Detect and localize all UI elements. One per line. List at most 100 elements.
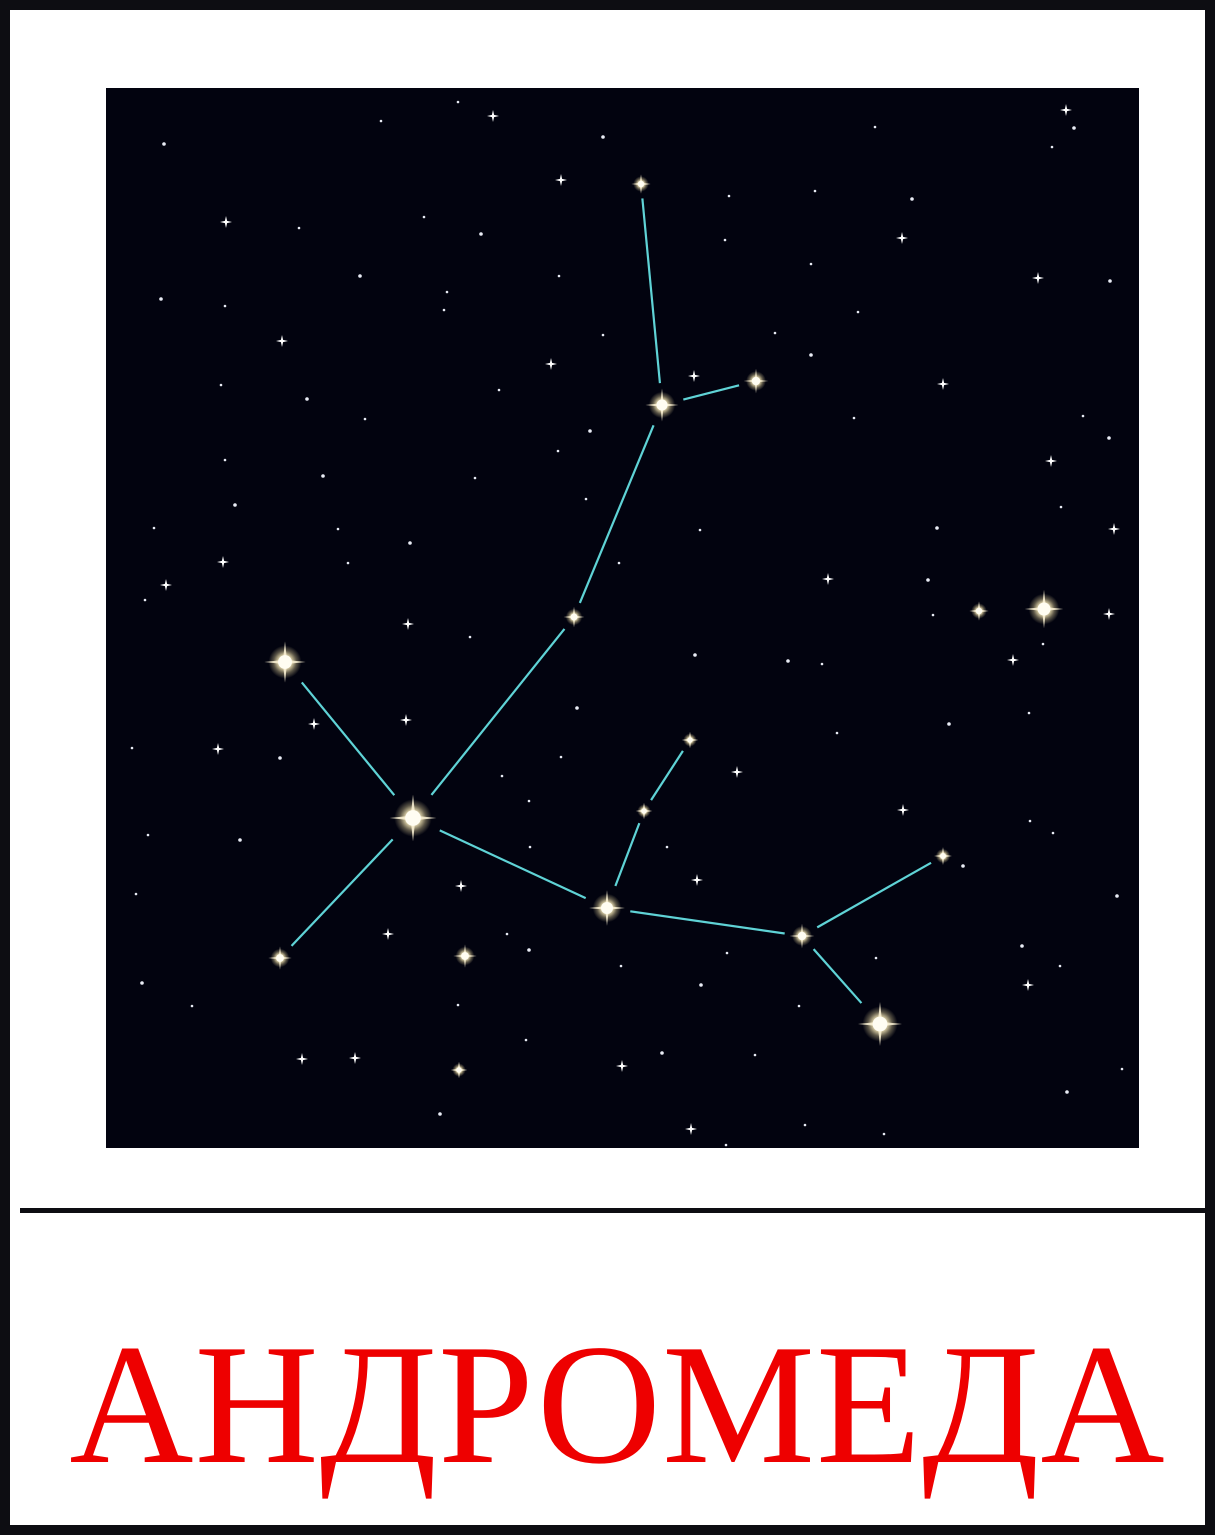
faint-star: [809, 262, 813, 266]
background-stars: [130, 100, 1124, 1147]
bright-star: [858, 1002, 902, 1046]
small-star: [308, 718, 320, 730]
small-star: [402, 618, 414, 630]
bright-star: [589, 890, 625, 926]
faint-star: [584, 497, 588, 501]
faint-star: [693, 653, 697, 657]
faint-star: [619, 964, 623, 968]
night-sky: [106, 88, 1139, 1148]
faint-star: [813, 189, 817, 193]
faint-star: [305, 397, 309, 401]
faint-star: [601, 135, 605, 139]
bright-star: [563, 606, 585, 628]
faint-star: [809, 353, 813, 357]
faint-star: [143, 598, 147, 602]
faint-star: [1107, 436, 1111, 440]
constellation-name: АНДРОМЕДА: [69, 1310, 1166, 1500]
faint-star: [601, 333, 605, 337]
constellation-line: [300, 681, 396, 796]
faint-star: [130, 746, 134, 750]
faint-star: [1065, 1090, 1069, 1094]
faint-star: [445, 290, 449, 294]
faint-star: [379, 119, 383, 123]
faint-star: [852, 416, 856, 420]
faint-star: [723, 238, 727, 242]
small-star: [897, 804, 909, 816]
constellation-map: [130, 100, 1124, 1147]
faint-star: [873, 125, 877, 129]
bright-star: [969, 601, 989, 621]
faint-star: [698, 528, 702, 532]
faint-star: [223, 304, 227, 308]
small-star: [1032, 272, 1044, 284]
constellation-line: [650, 750, 684, 801]
faint-star: [1120, 1067, 1124, 1071]
faint-star: [358, 274, 362, 278]
faint-star: [556, 449, 560, 453]
small-star: [1103, 608, 1115, 620]
faint-star: [557, 274, 561, 278]
faint-star: [159, 297, 163, 301]
faint-star: [797, 1004, 801, 1008]
small-star: [1108, 523, 1120, 535]
faint-star: [1059, 505, 1063, 509]
bright-star: [934, 847, 952, 865]
faint-star: [559, 755, 563, 759]
small-star: [276, 335, 288, 347]
faint-star: [588, 429, 592, 433]
faint-star: [500, 774, 504, 778]
constellation-stars: [264, 174, 1064, 1079]
small-star: [822, 573, 834, 585]
faint-star: [219, 383, 223, 387]
faint-star: [1072, 126, 1076, 130]
faint-star: [336, 527, 340, 531]
small-star: [400, 714, 412, 726]
constellation-lines: [290, 198, 932, 1004]
faint-star: [1028, 819, 1032, 823]
faint-star: [524, 1038, 528, 1042]
constellation-line: [812, 948, 863, 1004]
small-star: [160, 579, 172, 591]
bright-star: [681, 731, 699, 749]
faint-star: [278, 756, 282, 760]
small-star: [896, 232, 908, 244]
faint-star: [456, 1003, 460, 1007]
small-star: [731, 766, 743, 778]
faint-star: [910, 197, 914, 201]
faint-star: [363, 417, 367, 421]
faint-star: [140, 981, 144, 985]
faint-star: [1050, 145, 1054, 149]
faint-star: [233, 503, 237, 507]
faint-star: [505, 932, 509, 936]
bright-star: [453, 944, 477, 968]
faint-star: [1051, 831, 1055, 835]
faint-star: [442, 308, 446, 312]
constellation-line: [290, 838, 394, 947]
bright-star: [268, 946, 292, 970]
constellation-line: [630, 910, 785, 935]
faint-star: [1058, 964, 1062, 968]
faint-star: [727, 194, 731, 198]
small-star: [455, 880, 467, 892]
faint-star: [699, 983, 703, 987]
faint-star: [238, 838, 242, 842]
constellation-line: [816, 861, 932, 929]
bright-star: [645, 388, 679, 422]
faint-star: [297, 226, 301, 230]
faint-star: [152, 526, 156, 530]
faint-star: [1115, 894, 1119, 898]
faint-star: [223, 458, 227, 462]
faint-star: [438, 1112, 442, 1116]
faint-star: [874, 956, 878, 960]
faint-star: [961, 864, 965, 868]
faint-star: [753, 1053, 757, 1057]
faint-star: [346, 561, 350, 565]
faint-star: [1081, 414, 1085, 418]
faint-star: [408, 541, 412, 545]
faint-star: [422, 215, 426, 219]
small-star: [212, 743, 224, 755]
small-star: [685, 1123, 697, 1135]
faint-star: [926, 578, 930, 582]
bright-star: [789, 923, 815, 949]
